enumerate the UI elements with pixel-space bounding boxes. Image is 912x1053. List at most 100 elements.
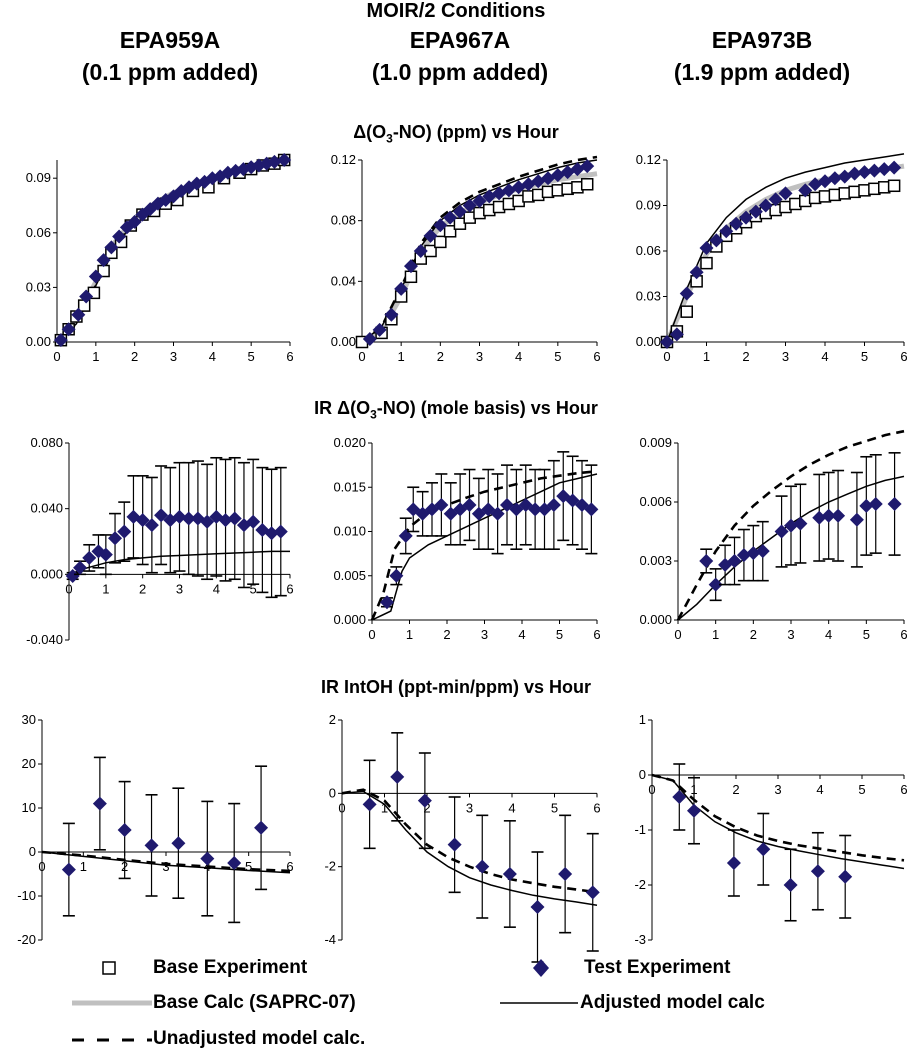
test-experiment-point (774, 524, 789, 539)
test-experiment-point (65, 568, 80, 583)
test-experiment-point (859, 498, 874, 513)
unadjusted-model-line (676, 429, 905, 621)
column-header-3: EPA973B (1.9 ppm added) (612, 24, 912, 88)
y-tick-label: 0.000 (30, 566, 63, 581)
x-tick-label: 5 (863, 627, 870, 642)
test-experiment-point (530, 900, 545, 914)
y-tick-label: 0.015 (333, 479, 366, 494)
x-tick-label: 3 (162, 859, 169, 874)
y-tick-label: 0.006 (639, 494, 672, 509)
legend-unadjusted: Unadjusted model calc. (153, 1028, 366, 1049)
test-experiment-point (417, 793, 432, 808)
test-experiment-point (502, 867, 517, 881)
test-experiment-point (246, 514, 261, 529)
base-experiment-point (887, 179, 901, 193)
test-experiment-point (227, 511, 242, 526)
test-experiment-point (227, 856, 242, 870)
test-experiment-point (200, 851, 215, 866)
x-tick-label: 2 (750, 627, 757, 642)
y-tick-label: -2 (324, 859, 336, 874)
x-tick-label: 3 (476, 349, 483, 364)
base-experiment-point (680, 305, 693, 318)
test-experiment-point (669, 327, 684, 342)
test-experiment-point (793, 516, 808, 531)
test-experiment-point (810, 864, 825, 879)
y-tick-label: 0.03 (636, 289, 661, 304)
y-tick-label: 0.080 (30, 435, 63, 450)
x-tick-label: 5 (858, 782, 865, 797)
x-tick-label: 3 (481, 627, 488, 642)
test-experiment-point (462, 497, 477, 512)
x-tick-label: 4 (518, 627, 525, 642)
test-experiment-point (181, 511, 196, 526)
test-experiment-point (200, 514, 215, 529)
test-experiment-point (736, 548, 751, 563)
y-tick-label: 0.000 (333, 612, 366, 627)
test-experiment-point (61, 862, 76, 877)
y-tick-label: 0.12 (636, 152, 661, 167)
test-experiment-point (758, 198, 773, 213)
test-experiment-point (821, 508, 836, 523)
y-tick-label: 30 (22, 712, 36, 727)
x-tick-label: 3 (782, 349, 789, 364)
test-experiment-point (475, 859, 490, 874)
unadjusted-model-line (341, 788, 598, 894)
x-tick-label: 0 (53, 349, 60, 364)
x-tick-label: 1 (80, 859, 87, 874)
test-experiment-point (372, 322, 387, 337)
test-experiment-point (433, 218, 448, 233)
test-experiment-point (868, 496, 883, 511)
test-experiment-point (117, 524, 132, 539)
test-experiment-point (558, 867, 573, 881)
x-tick-label: 1 (712, 627, 719, 642)
x-tick-label: 4 (515, 349, 522, 364)
test-experiment-point (726, 856, 741, 870)
x-tick-label: 0 (358, 349, 365, 364)
test-experiment-point (127, 214, 142, 229)
x-tick-label: 0 (65, 581, 72, 596)
y-tick-label: 0.009 (639, 435, 672, 450)
test-experiment-point (112, 229, 127, 244)
test-experiment-point (887, 160, 902, 175)
test-experiment-point (727, 554, 742, 568)
test-experiment-point (88, 269, 103, 284)
y-tick-label: 0.08 (331, 213, 356, 228)
y-tick-label: 0.09 (26, 170, 51, 185)
x-tick-label: 5 (861, 349, 868, 364)
test-experiment-point (79, 289, 94, 304)
y-tick-label: 0.09 (636, 198, 661, 213)
test-experiment-point (452, 204, 467, 219)
legend-adjusted: Adjusted model calc (580, 992, 765, 1013)
y-tick-label: 0.010 (333, 524, 366, 539)
test-experiment-point (755, 544, 770, 559)
row-title-1-sub: 3 (386, 131, 393, 146)
x-tick-label: 4 (821, 349, 828, 364)
x-tick-label: 3 (774, 782, 781, 797)
x-tick-label: 1 (381, 800, 388, 815)
test-experiment-point (171, 836, 186, 851)
y-tick-label: -3 (634, 932, 646, 947)
test-experiment-point (403, 259, 418, 274)
y-tick-label: 0 (329, 785, 336, 800)
test-experiment-point (585, 885, 600, 900)
y-tick-label: 0 (639, 767, 646, 782)
x-tick-label: 2 (423, 800, 430, 815)
base-experiment-point (434, 235, 447, 249)
x-tick-label: 3 (170, 349, 177, 364)
x-tick-label: 6 (900, 627, 907, 642)
test-experiment-point (71, 307, 86, 322)
test-experiment-point (218, 513, 233, 528)
test-experiment-point (254, 820, 269, 835)
row-title-1: Δ(O3-NO) (ppm) vs Hour (0, 122, 912, 146)
y-tick-label: 0.005 (333, 568, 366, 583)
test-experiment-point (264, 526, 279, 541)
y-tick-label: 2 (329, 712, 336, 727)
x-tick-label: 0 (338, 800, 345, 815)
test-experiment-point (699, 554, 714, 568)
test-experiment-point (490, 506, 505, 521)
unadjusted-model-line (370, 470, 598, 621)
y-tick-label: 0.000 (639, 612, 672, 627)
test-experiment-point (380, 595, 394, 610)
y-tick-label: 0.06 (26, 225, 51, 240)
